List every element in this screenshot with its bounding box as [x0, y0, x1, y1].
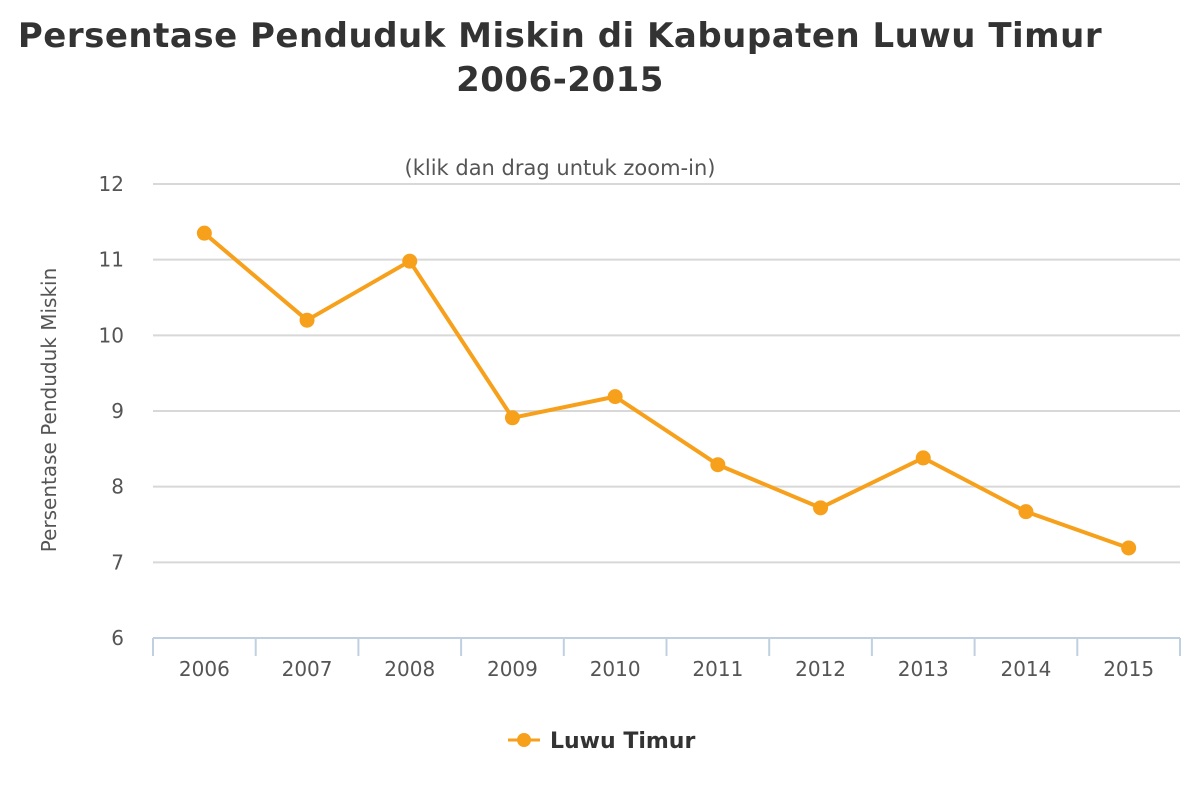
y-tick-label: 12 — [99, 172, 124, 196]
y-tick-label: 11 — [99, 248, 124, 272]
legend-marker-icon — [517, 733, 531, 747]
y-tick-label: 6 — [111, 626, 124, 650]
chart-title: Persentase Penduduk Miskin di Kabupaten … — [0, 14, 1120, 102]
data-point[interactable] — [915, 450, 931, 466]
data-point[interactable] — [504, 410, 520, 426]
x-tick-label: 2014 — [1000, 657, 1051, 681]
data-point[interactable] — [710, 457, 726, 473]
legend-item-luwu-timur[interactable]: Luwu Timur — [508, 729, 695, 754]
chart-subtitle: (klik dan drag untuk zoom-in) — [405, 156, 716, 180]
y-axis-ticks: 6 7 8 9 10 11 12 — [99, 172, 124, 650]
x-tick-label: 2015 — [1103, 657, 1154, 681]
data-point[interactable] — [1018, 504, 1034, 520]
x-tick-label: 2011 — [692, 657, 743, 681]
data-point[interactable] — [813, 500, 829, 516]
data-point[interactable] — [1121, 540, 1137, 556]
data-point[interactable] — [299, 312, 315, 328]
chart-title-line-2: 2006-2015 — [456, 60, 664, 100]
y-tick-label: 10 — [99, 323, 124, 347]
x-tick-label: 2013 — [898, 657, 949, 681]
x-tick-label: 2006 — [179, 657, 230, 681]
chart-title-line-1: Persentase Penduduk Miskin di Kabupaten … — [17, 16, 1103, 56]
gridlines — [153, 183, 1180, 564]
series-luwu-timur[interactable] — [196, 225, 1137, 556]
legend-label: Luwu Timur — [550, 729, 695, 754]
series-line — [203, 231, 1130, 550]
y-tick-label: 9 — [111, 399, 124, 423]
y-tick-label: 7 — [111, 550, 124, 574]
x-tick-label: 2009 — [487, 657, 538, 681]
y-axis-label: Persentase Penduduk Miskin — [37, 268, 61, 553]
x-axis: 2006 2007 2008 2009 2010 2011 2012 2013 2014 2015 — [152, 637, 1181, 681]
x-tick-label: 2010 — [590, 657, 641, 681]
x-tick-label: 2007 — [282, 657, 333, 681]
data-point[interactable] — [607, 389, 623, 405]
data-point[interactable] — [196, 225, 212, 241]
y-tick-label: 8 — [111, 475, 124, 499]
x-tick-label: 2012 — [795, 657, 846, 681]
data-point[interactable] — [402, 253, 418, 269]
x-tick-label: 2008 — [384, 657, 435, 681]
